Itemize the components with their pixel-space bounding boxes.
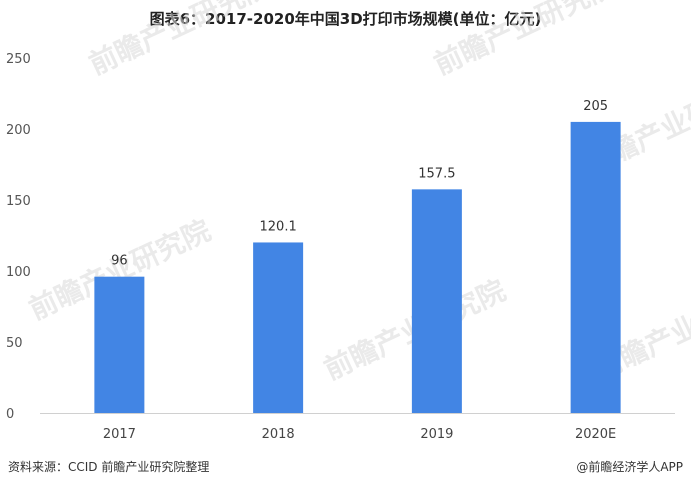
y-tick-label: 200 bbox=[6, 123, 31, 138]
brand-credit: @前瞻经济学人APP bbox=[576, 460, 683, 474]
bar-2019 bbox=[411, 189, 462, 413]
y-tick-label: 250 bbox=[6, 52, 31, 67]
x-tick-label: 2017 bbox=[103, 427, 136, 442]
x-tick-label: 2019 bbox=[420, 427, 453, 442]
y-tick-label: 150 bbox=[6, 194, 31, 209]
watermark-text: 前瞻产业研究院 bbox=[429, 0, 621, 81]
x-tick-label: 2018 bbox=[262, 427, 295, 442]
bar-2018 bbox=[253, 242, 304, 413]
x-axis: 2017 2018 2019 2020E bbox=[40, 413, 675, 442]
data-label: 96 bbox=[111, 254, 128, 269]
x-tick-label: 2020E bbox=[575, 427, 616, 442]
y-tick-label: 50 bbox=[6, 336, 23, 351]
bars-layer: 96 120.1 157.5 205 bbox=[94, 99, 621, 414]
chart-title: 图表6：2017-2020年中国3D打印市场规模(单位：亿元) bbox=[149, 10, 542, 28]
bar-2020E bbox=[570, 121, 621, 414]
source-note: 资料来源：CCID 前瞻产业研究院整理 bbox=[8, 460, 210, 474]
watermark-text: 前瞻产业研究院 bbox=[84, 0, 276, 81]
y-tick-label: 0 bbox=[6, 407, 14, 422]
y-tick-label: 100 bbox=[6, 265, 31, 280]
data-label: 205 bbox=[583, 99, 608, 114]
data-label: 120.1 bbox=[260, 219, 297, 234]
bar-2017 bbox=[94, 276, 145, 413]
y-axis: 0 50 100 150 200 250 bbox=[6, 52, 31, 422]
data-label: 157.5 bbox=[418, 166, 455, 181]
